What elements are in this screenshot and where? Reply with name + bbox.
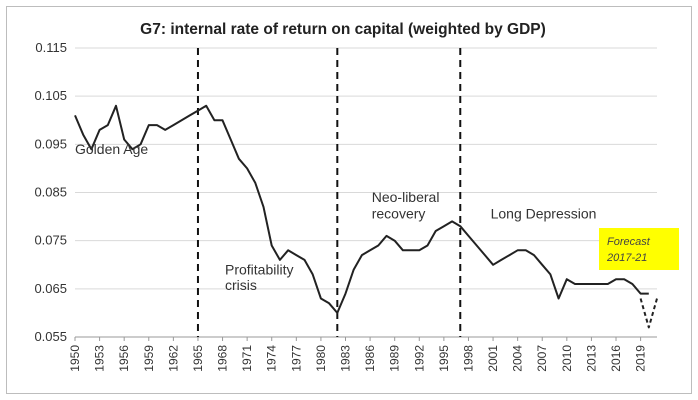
x-tick-label: 1998	[461, 345, 475, 372]
x-tick-label: 1950	[68, 345, 82, 372]
x-tick-label: 1995	[437, 345, 451, 372]
era-annotation: Long Depression	[491, 206, 597, 222]
chart-frame: G7: internal rate of return on capital (…	[6, 6, 692, 394]
chart: G7: internal rate of return on capital (…	[34, 21, 679, 372]
y-tick-label: 0.095	[34, 136, 67, 151]
y-axis-ticks: 0.055 0.065 0.075 0.085 0.095 0.105 0.115	[34, 40, 67, 344]
x-tick-label: 1962	[166, 345, 180, 372]
forecast-box-background	[599, 228, 679, 270]
x-tick-label: 1965	[191, 345, 205, 372]
era-annotation: crisis	[225, 277, 257, 293]
forecast-period: 2017-21	[606, 252, 647, 264]
x-tick-label: 1974	[265, 345, 279, 372]
rate-of-return-line	[74, 104, 649, 314]
x-tick-label: 2007	[535, 345, 549, 372]
x-tick-label: 1980	[314, 345, 328, 372]
x-tick-label: 1959	[142, 345, 156, 372]
chart-title: G7: internal rate of return on capital (…	[140, 21, 546, 38]
era-dividers	[196, 48, 462, 337]
x-tick-label: 1956	[117, 345, 131, 372]
x-tick-label: 2004	[511, 345, 525, 372]
x-tick-label: 1986	[363, 345, 377, 372]
era-annotation: Profitability	[225, 261, 293, 277]
y-tick-label: 0.065	[34, 281, 67, 296]
x-tick-label: 1953	[93, 345, 107, 372]
x-tick-label: 1989	[388, 345, 402, 372]
x-tick-label: 1971	[240, 345, 254, 372]
series-lines	[74, 104, 658, 329]
era-annotation: recovery	[372, 206, 426, 222]
y-tick-label: 0.085	[34, 185, 67, 200]
y-tick-label: 0.115	[35, 40, 67, 55]
forecast-box: Forecast 2017-21	[599, 228, 679, 270]
y-tick-label: 0.075	[34, 233, 67, 248]
era-annotation: Golden Age	[75, 141, 148, 157]
x-tick-label: 2001	[486, 345, 500, 372]
era-annotation: Neo-liberal	[372, 189, 440, 205]
x-tick-label: 1983	[339, 345, 353, 372]
x-tick-label: 1992	[412, 345, 426, 372]
x-tick-label: 2010	[560, 345, 574, 372]
x-tick-label: 2016	[609, 345, 623, 372]
x-tick-label: 2013	[584, 345, 598, 372]
y-tick-label: 0.105	[34, 88, 67, 103]
x-tick-label: 1977	[289, 345, 303, 372]
x-axis-ticks: 1950 1953 1956 1959 1962 1965 1968 1971 1974 1977…	[68, 337, 648, 372]
x-tick-label: 1968	[216, 345, 230, 372]
x-tick-label: 2019	[634, 345, 648, 372]
forecast-line	[639, 298, 658, 329]
forecast-label: Forecast	[607, 236, 651, 248]
y-tick-label: 0.055	[34, 329, 67, 344]
gridlines	[75, 47, 657, 338]
